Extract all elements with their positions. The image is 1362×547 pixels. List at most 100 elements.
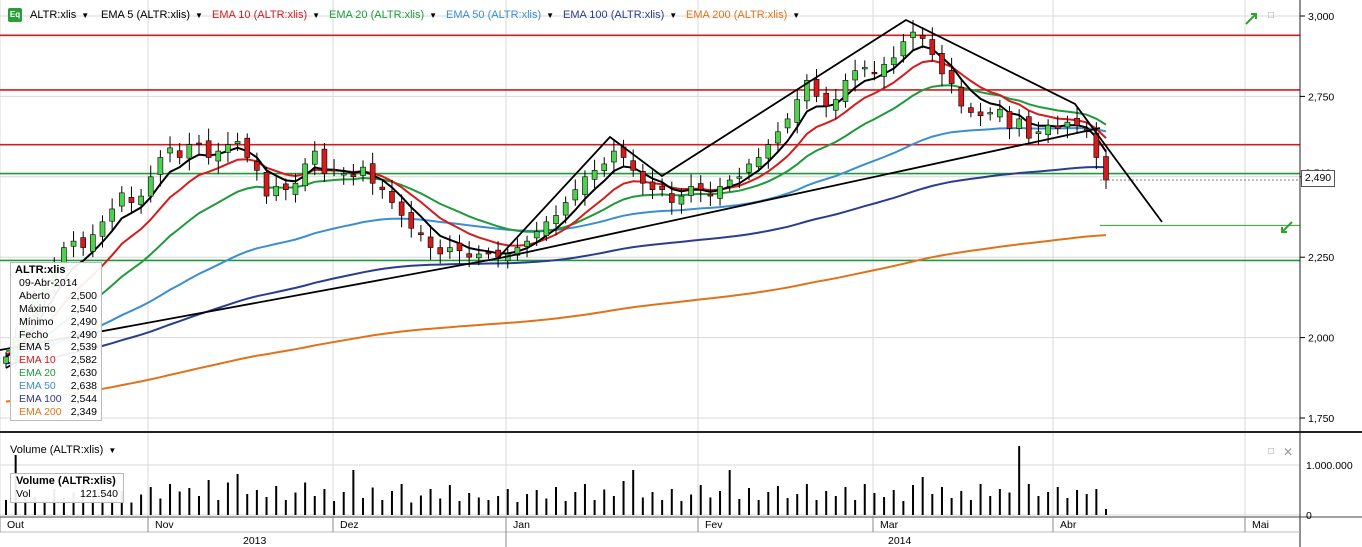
candle <box>418 225 424 242</box>
chevron-down-icon: ▼ <box>312 11 321 20</box>
candle <box>350 163 357 186</box>
month-label: Jan <box>513 519 530 531</box>
candle <box>427 225 434 260</box>
candle-up <box>514 247 521 256</box>
indicator-ema20[interactable]: EMA 20 (ALTR:xlis) ▼ <box>329 9 437 21</box>
indicator-ema50[interactable]: EMA 50 (ALTR:xlis) ▼ <box>446 9 554 21</box>
ema-line-ema100 <box>5 165 1107 365</box>
trendlines <box>0 18 1300 369</box>
candle-up <box>611 150 617 163</box>
volume-axis: 1.000.000 0 <box>1306 460 1353 522</box>
candle <box>746 158 752 181</box>
symbol-selector[interactable]: ALTR:xlis ▼ <box>30 9 89 21</box>
candle-down <box>813 79 820 97</box>
candle <box>205 128 212 165</box>
price-tick-label: 2,250 <box>1308 252 1334 264</box>
candle <box>958 78 965 114</box>
month-label: Out <box>7 519 24 531</box>
maximize-icon[interactable]: □ <box>1268 446 1275 457</box>
candle-up <box>234 141 241 144</box>
candle-up <box>302 163 308 187</box>
candle <box>524 235 530 258</box>
info-row: Mínimo 2,490 <box>15 316 97 329</box>
candle-up <box>99 221 106 237</box>
candle <box>311 141 318 176</box>
candle-down <box>485 252 492 255</box>
indicator-ema100[interactable]: EMA 100 (ALTR:xlis) ▼ <box>563 9 677 21</box>
trend-up-arrow-icon[interactable] <box>1245 13 1257 25</box>
volume-info-box: Volume (ALTR:xlis) Vol 121.540 <box>10 473 124 503</box>
candle <box>900 34 907 63</box>
info-title: ALTR:xlis <box>15 264 66 276</box>
candle-up <box>273 186 279 197</box>
candle-down <box>389 190 395 203</box>
candle <box>263 167 270 204</box>
candle <box>1074 107 1080 135</box>
candle <box>331 159 337 177</box>
candle <box>447 235 453 259</box>
candle-up <box>340 173 347 176</box>
candle-down <box>1074 117 1080 126</box>
candle-up <box>601 163 608 171</box>
indicator-label: EMA 10 (ALTR:xlis) <box>212 9 308 21</box>
candle <box>823 86 829 118</box>
indicator-toolbar: Eq ALTR:xlis ▼ EMA 5 (ALTR:xlis) ▼ EMA 10 … <box>0 0 1300 34</box>
info-value: 2,544 <box>70 393 97 406</box>
chevron-down-icon: ▼ <box>546 11 555 20</box>
candle-up <box>562 202 569 216</box>
candle-up <box>755 157 762 168</box>
candle-up <box>997 108 1003 118</box>
candle-up <box>447 247 453 253</box>
candle <box>398 194 405 228</box>
candle <box>80 231 86 256</box>
candle <box>138 189 144 214</box>
candle-up <box>70 240 77 247</box>
candle <box>997 99 1003 123</box>
candle-down <box>254 161 260 171</box>
candle <box>340 167 347 185</box>
candle-down <box>321 148 328 174</box>
candle <box>649 170 656 199</box>
candle-down <box>331 169 337 172</box>
indicator-label: EMA 200 (ALTR:xlis) <box>686 9 788 21</box>
candle <box>668 181 675 215</box>
volume-panel-selector[interactable]: Volume (ALTR:xlis) ▼ <box>10 444 116 456</box>
info-row: EMA 5 2,539 <box>15 341 97 354</box>
candle <box>717 177 723 206</box>
close-icon[interactable]: ✕ <box>1283 445 1294 459</box>
candle <box>813 69 820 103</box>
candle <box>755 148 762 172</box>
year-label-2013: 2013 <box>243 535 267 547</box>
candle-up <box>717 186 723 199</box>
info-label: EMA 200 <box>19 405 62 418</box>
indicator-label: EMA 20 (ALTR:xlis) <box>329 9 425 21</box>
candle-up <box>157 157 164 175</box>
candle-up <box>881 63 887 77</box>
chevron-down-icon: ▼ <box>108 446 117 455</box>
month-label: Dez <box>340 519 359 531</box>
trend-down-arrow-icon[interactable] <box>1281 221 1293 233</box>
candle-down <box>398 201 405 216</box>
trendline <box>0 127 1101 351</box>
indicator-ema200[interactable]: EMA 200 (ALTR:xlis) ▼ <box>686 9 800 21</box>
candle-down <box>929 39 936 55</box>
info-row: EMA 100 2,544 <box>15 393 97 406</box>
candle <box>582 170 588 206</box>
candle <box>389 180 395 209</box>
candle-down <box>379 186 386 190</box>
candle <box>408 200 415 238</box>
candle <box>794 89 801 134</box>
indicator-ema10[interactable]: EMA 10 (ALTR:xlis) ▼ <box>212 9 320 21</box>
candle <box>437 239 444 264</box>
candle-up <box>292 182 299 195</box>
candle-up <box>582 176 588 195</box>
candle <box>842 73 849 108</box>
indicator-ema5[interactable]: EMA 5 (ALTR:xlis) ▼ <box>101 9 203 21</box>
candle <box>167 136 173 163</box>
info-label: EMA 100 <box>19 393 62 406</box>
maximize-icon[interactable]: □ <box>1268 10 1275 21</box>
volume-info-value: 121.540 <box>80 488 118 500</box>
month-label: Mai <box>1252 519 1269 531</box>
candle <box>659 178 665 197</box>
ema-line-ema200 <box>5 234 1107 403</box>
